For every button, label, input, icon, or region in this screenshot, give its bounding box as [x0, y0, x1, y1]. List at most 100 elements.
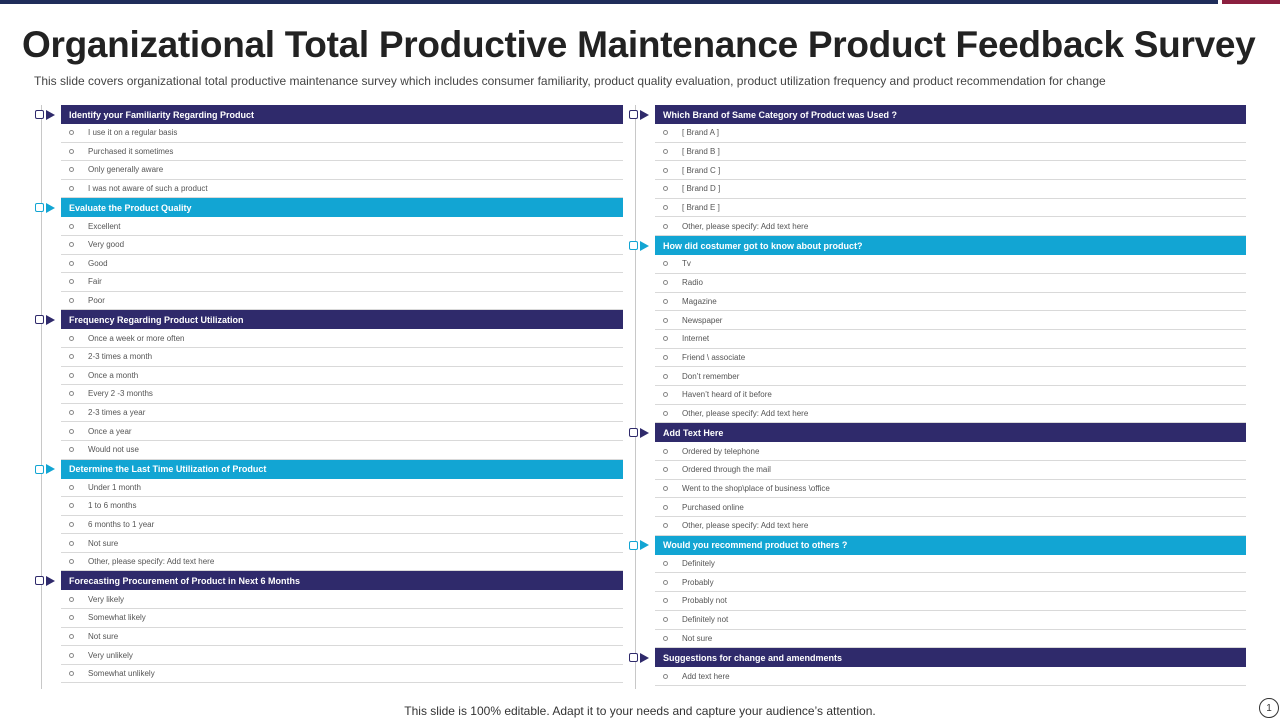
survey-option[interactable]: Probably	[655, 573, 1246, 593]
radio-circle-icon[interactable]	[69, 223, 74, 229]
survey-option[interactable]: Internet	[655, 330, 1246, 349]
survey-option[interactable]: I use it on a regular basis	[61, 124, 623, 143]
checkbox-icon[interactable]	[35, 464, 44, 474]
radio-circle-icon[interactable]	[69, 652, 74, 658]
radio-circle-icon[interactable]	[663, 673, 668, 679]
section-marker[interactable]	[629, 423, 655, 442]
survey-option[interactable]: [ Brand A ]	[655, 124, 1246, 143]
radio-circle-icon[interactable]	[663, 186, 668, 192]
section-marker[interactable]	[629, 536, 655, 555]
survey-option[interactable]: Not sure	[655, 630, 1246, 649]
section-marker[interactable]	[35, 105, 61, 124]
survey-option[interactable]: Poor	[61, 292, 623, 311]
radio-circle-icon[interactable]	[69, 391, 74, 397]
radio-circle-icon[interactable]	[663, 261, 668, 267]
radio-circle-icon[interactable]	[663, 317, 668, 323]
checkbox-icon[interactable]	[629, 540, 638, 550]
checkbox-icon[interactable]	[35, 315, 44, 325]
survey-option[interactable]: Radio	[655, 274, 1246, 293]
survey-option[interactable]: Would not use	[61, 441, 623, 460]
survey-option[interactable]: Very good	[61, 236, 623, 255]
radio-circle-icon[interactable]	[663, 280, 668, 286]
survey-option[interactable]: Other, please specify: Add text here	[655, 405, 1246, 424]
radio-circle-icon[interactable]	[69, 372, 74, 378]
survey-option[interactable]: Once a year	[61, 422, 623, 441]
survey-option[interactable]: Not sure	[61, 628, 623, 647]
radio-circle-icon[interactable]	[69, 596, 74, 602]
checkbox-icon[interactable]	[35, 576, 44, 586]
radio-circle-icon[interactable]	[663, 561, 668, 567]
survey-option[interactable]: 2-3 times a month	[61, 348, 623, 367]
radio-circle-icon[interactable]	[69, 242, 74, 248]
radio-circle-icon[interactable]	[69, 167, 74, 173]
survey-option[interactable]: Went to the shop\place of business \offi…	[655, 480, 1246, 499]
survey-option[interactable]: Purchased it sometimes	[61, 143, 623, 162]
survey-option[interactable]: [ Brand E ]	[655, 199, 1246, 218]
radio-circle-icon[interactable]	[663, 167, 668, 173]
survey-option[interactable]: [ Brand D ]	[655, 180, 1246, 199]
survey-option[interactable]: 1 to 6 months	[61, 497, 623, 516]
radio-circle-icon[interactable]	[69, 484, 74, 490]
survey-option[interactable]: Purchased online	[655, 498, 1246, 518]
survey-option[interactable]: Haven’t heard of it before	[655, 386, 1246, 405]
radio-circle-icon[interactable]	[69, 260, 74, 266]
survey-option[interactable]: Magazine	[655, 293, 1246, 312]
radio-circle-icon[interactable]	[69, 335, 74, 341]
radio-circle-icon[interactable]	[663, 298, 668, 304]
survey-option[interactable]: Other, please specify: Add text here	[655, 517, 1246, 536]
checkbox-icon[interactable]	[35, 110, 44, 119]
survey-option[interactable]: Not sure	[61, 534, 623, 553]
radio-circle-icon[interactable]	[69, 428, 74, 434]
radio-circle-icon[interactable]	[663, 410, 668, 416]
radio-circle-icon[interactable]	[663, 579, 668, 585]
section-marker[interactable]	[629, 236, 655, 255]
radio-circle-icon[interactable]	[69, 354, 74, 360]
radio-circle-icon[interactable]	[69, 130, 74, 136]
survey-option[interactable]: Add text here	[655, 667, 1246, 686]
radio-circle-icon[interactable]	[663, 598, 668, 604]
radio-circle-icon[interactable]	[663, 354, 668, 360]
checkbox-icon[interactable]	[35, 203, 44, 213]
radio-circle-icon[interactable]	[663, 448, 668, 454]
radio-circle-icon[interactable]	[663, 205, 668, 211]
radio-circle-icon[interactable]	[69, 410, 74, 416]
radio-circle-icon[interactable]	[663, 617, 668, 623]
section-marker[interactable]	[35, 198, 61, 217]
section-marker[interactable]	[35, 460, 61, 479]
survey-option[interactable]: Newspaper	[655, 311, 1246, 330]
checkbox-icon[interactable]	[629, 241, 638, 251]
radio-circle-icon[interactable]	[69, 148, 74, 154]
survey-option[interactable]: I was not aware of such a product	[61, 180, 623, 199]
survey-option[interactable]: [ Brand B ]	[655, 143, 1246, 162]
radio-circle-icon[interactable]	[663, 223, 668, 229]
checkbox-icon[interactable]	[629, 428, 638, 438]
radio-circle-icon[interactable]	[663, 504, 668, 510]
radio-circle-icon[interactable]	[69, 615, 74, 621]
survey-option[interactable]: Good	[61, 255, 623, 274]
radio-circle-icon[interactable]	[69, 186, 74, 192]
survey-option[interactable]: Ordered through the mail	[655, 461, 1246, 480]
radio-circle-icon[interactable]	[69, 559, 74, 565]
section-marker[interactable]	[35, 310, 61, 329]
survey-option[interactable]: 2-3 times a year	[61, 404, 623, 423]
survey-option[interactable]: Once a week or more often	[61, 329, 623, 348]
radio-circle-icon[interactable]	[663, 336, 668, 342]
survey-option[interactable]: Fair	[61, 273, 623, 292]
survey-option[interactable]: Somewhat likely	[61, 609, 623, 628]
survey-option[interactable]: Under 1 month	[61, 479, 623, 498]
radio-circle-icon[interactable]	[69, 521, 74, 527]
radio-circle-icon[interactable]	[69, 540, 74, 546]
survey-option[interactable]: Other, please specify: Add text here	[61, 553, 623, 572]
radio-circle-icon[interactable]	[69, 503, 74, 509]
survey-option[interactable]: Tv	[655, 255, 1246, 274]
radio-circle-icon[interactable]	[69, 298, 74, 304]
section-marker[interactable]	[629, 105, 655, 124]
survey-option[interactable]: Very likely	[61, 590, 623, 610]
radio-circle-icon[interactable]	[69, 447, 74, 453]
survey-option[interactable]: Other, please specify: Add text here	[655, 217, 1246, 237]
survey-option[interactable]: Ordered by telephone	[655, 442, 1246, 461]
radio-circle-icon[interactable]	[663, 130, 668, 136]
radio-circle-icon[interactable]	[663, 635, 668, 641]
survey-option[interactable]: Excellent	[61, 217, 623, 236]
survey-option[interactable]: [ Brand C ]	[655, 161, 1246, 181]
